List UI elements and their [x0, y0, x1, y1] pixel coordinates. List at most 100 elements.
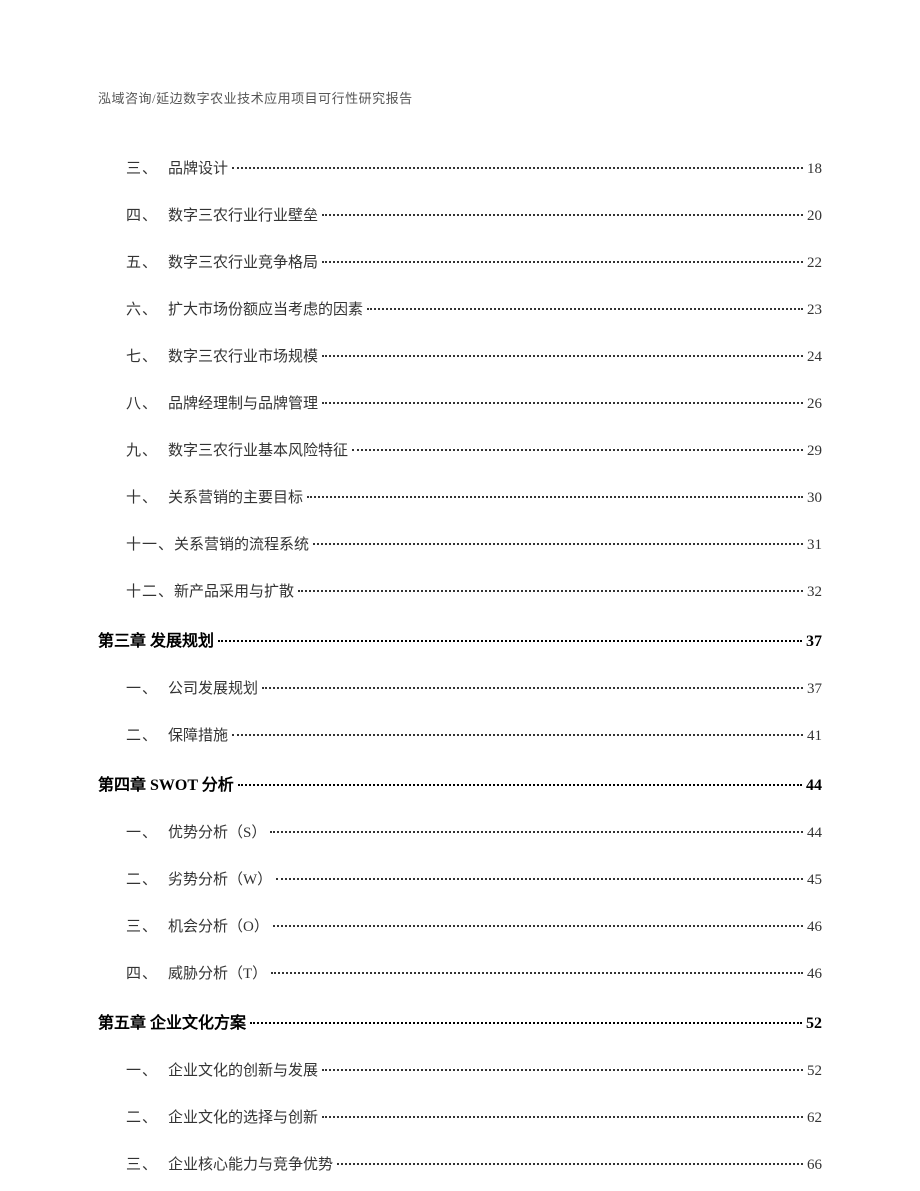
toc-section-title: 关系营销的流程系统 [174, 537, 309, 553]
toc-section-number: 二、 [126, 868, 168, 889]
toc-page-number: 37 [806, 633, 822, 651]
toc-leader-dots [322, 355, 803, 357]
toc-page-number: 23 [807, 302, 822, 319]
toc-page-number: 44 [807, 825, 822, 842]
toc-section-entry: 十、关系营销的主要目标 30 [98, 486, 822, 507]
toc-section-number: 六、 [126, 298, 168, 319]
toc-section-label: 六、扩大市场份额应当考虑的因素 [126, 298, 363, 319]
toc-page-number: 66 [807, 1157, 822, 1174]
toc-chapter-label: 第五章 企业文化方案 [98, 1009, 246, 1033]
toc-section-label: 九、数字三农行业基本风险特征 [126, 439, 348, 460]
toc-section-title: 企业核心能力与竞争优势 [168, 1157, 333, 1173]
toc-section-number: 四、 [126, 962, 168, 983]
toc-section-entry: 三、机会分析（O）46 [98, 915, 822, 936]
toc-chapter-entry: 第四章 SWOT 分析 44 [98, 771, 822, 795]
toc-section-number: 九、 [126, 439, 168, 460]
toc-section-number: 五、 [126, 251, 168, 272]
toc-section-number: 七、 [126, 345, 168, 366]
toc-section-number: 八、 [126, 392, 168, 413]
toc-page-number: 52 [806, 1015, 822, 1033]
toc-section-title: 数字三农行业行业壁垒 [168, 208, 318, 224]
toc-page-number: 29 [807, 443, 822, 460]
toc-section-title: 优势分析（S） [168, 825, 266, 841]
toc-page-number: 37 [807, 681, 822, 698]
toc-leader-dots [232, 734, 803, 736]
toc-leader-dots [298, 590, 803, 592]
toc-section-label: 十二、新产品采用与扩散 [126, 580, 294, 601]
toc-section-number: 三、 [126, 157, 168, 178]
toc-section-entry: 一、企业文化的创新与发展 52 [98, 1059, 822, 1080]
toc-section-label: 三、机会分析（O） [126, 915, 269, 936]
toc-leader-dots [273, 925, 803, 927]
toc-page-number: 22 [807, 255, 822, 272]
toc-page-number: 62 [807, 1110, 822, 1127]
toc-section-number: 一、 [126, 1059, 168, 1080]
toc-leader-dots [307, 496, 803, 498]
toc-section-title: 保障措施 [168, 728, 228, 744]
toc-section-label: 四、数字三农行业行业壁垒 [126, 204, 318, 225]
toc-section-entry: 三、企业核心能力与竞争优势 66 [98, 1153, 822, 1174]
toc-section-label: 三、品牌设计 [126, 157, 228, 178]
toc-section-entry: 四、威胁分析（T） 46 [98, 962, 822, 983]
toc-section-title: 新产品采用与扩散 [174, 584, 294, 600]
toc-section-title: 数字三农行业市场规模 [168, 349, 318, 365]
toc-section-entry: 九、数字三农行业基本风险特征 29 [98, 439, 822, 460]
toc-section-title: 数字三农行业基本风险特征 [168, 443, 348, 459]
toc-chapter-label: 第四章 SWOT 分析 [98, 771, 234, 795]
toc-section-entry: 三、品牌设计18 [98, 157, 822, 178]
toc-leader-dots [367, 308, 803, 310]
toc-page-number: 30 [807, 490, 822, 507]
toc-section-label: 三、企业核心能力与竞争优势 [126, 1153, 333, 1174]
toc-section-title: 威胁分析（T） [168, 966, 267, 982]
toc-leader-dots [322, 1069, 803, 1071]
toc-leader-dots [270, 831, 803, 833]
toc-page-number: 41 [807, 728, 822, 745]
toc-section-entry: 二、劣势分析（W）45 [98, 868, 822, 889]
toc-leader-dots [276, 878, 803, 880]
toc-section-number: 三、 [126, 915, 168, 936]
toc-section-entry: 四、数字三农行业行业壁垒 20 [98, 204, 822, 225]
toc-leader-dots [232, 167, 803, 169]
toc-leader-dots [322, 261, 803, 263]
toc-chapter-entry: 第三章 发展规划 37 [98, 627, 822, 651]
toc-leader-dots [218, 640, 802, 642]
toc-section-number: 二、 [126, 1106, 168, 1127]
toc-leader-dots [337, 1163, 803, 1165]
toc-leader-dots [352, 449, 803, 451]
toc-page-number: 52 [807, 1063, 822, 1080]
toc-page-number: 44 [806, 777, 822, 795]
toc-leader-dots [250, 1022, 802, 1024]
toc-section-label: 一、企业文化的创新与发展 [126, 1059, 318, 1080]
toc-section-entry: 六、扩大市场份额应当考虑的因素 23 [98, 298, 822, 319]
toc-section-label: 七、数字三农行业市场规模 [126, 345, 318, 366]
toc-section-title: 企业文化的创新与发展 [168, 1063, 318, 1079]
toc-section-number: 二、 [126, 724, 168, 745]
toc-section-label: 十、关系营销的主要目标 [126, 486, 303, 507]
toc-section-label: 五、数字三农行业竞争格局 [126, 251, 318, 272]
toc-section-entry: 七、数字三农行业市场规模24 [98, 345, 822, 366]
document-header-path: 泓域咨询/延边数字农业技术应用项目可行性研究报告 [98, 88, 822, 107]
toc-section-label: 四、威胁分析（T） [126, 962, 267, 983]
toc-section-number: 十、 [126, 486, 168, 507]
toc-section-number: 三、 [126, 1153, 168, 1174]
toc-section-entry: 二、保障措施 41 [98, 724, 822, 745]
toc-page-number: 46 [807, 966, 822, 983]
toc-section-label: 二、劣势分析（W） [126, 868, 272, 889]
toc-section-number: 十一、 [126, 533, 174, 554]
toc-page-number: 31 [807, 537, 822, 554]
toc-section-entry: 八、品牌经理制与品牌管理26 [98, 392, 822, 413]
toc-section-title: 品牌设计 [168, 161, 228, 177]
toc-section-entry: 十二、新产品采用与扩散32 [98, 580, 822, 601]
toc-section-entry: 一、公司发展规划 37 [98, 677, 822, 698]
toc-chapter-entry: 第五章 企业文化方案 52 [98, 1009, 822, 1033]
toc-leader-dots [271, 972, 803, 974]
toc-chapter-label: 第三章 发展规划 [98, 627, 214, 651]
toc-section-entry: 五、数字三农行业竞争格局 22 [98, 251, 822, 272]
toc-section-title: 公司发展规划 [168, 681, 258, 697]
toc-section-label: 二、企业文化的选择与创新 [126, 1106, 318, 1127]
toc-page-number: 20 [807, 208, 822, 225]
toc-section-number: 十二、 [126, 580, 174, 601]
toc-section-label: 二、保障措施 [126, 724, 228, 745]
toc-leader-dots [262, 687, 803, 689]
toc-section-number: 一、 [126, 677, 168, 698]
